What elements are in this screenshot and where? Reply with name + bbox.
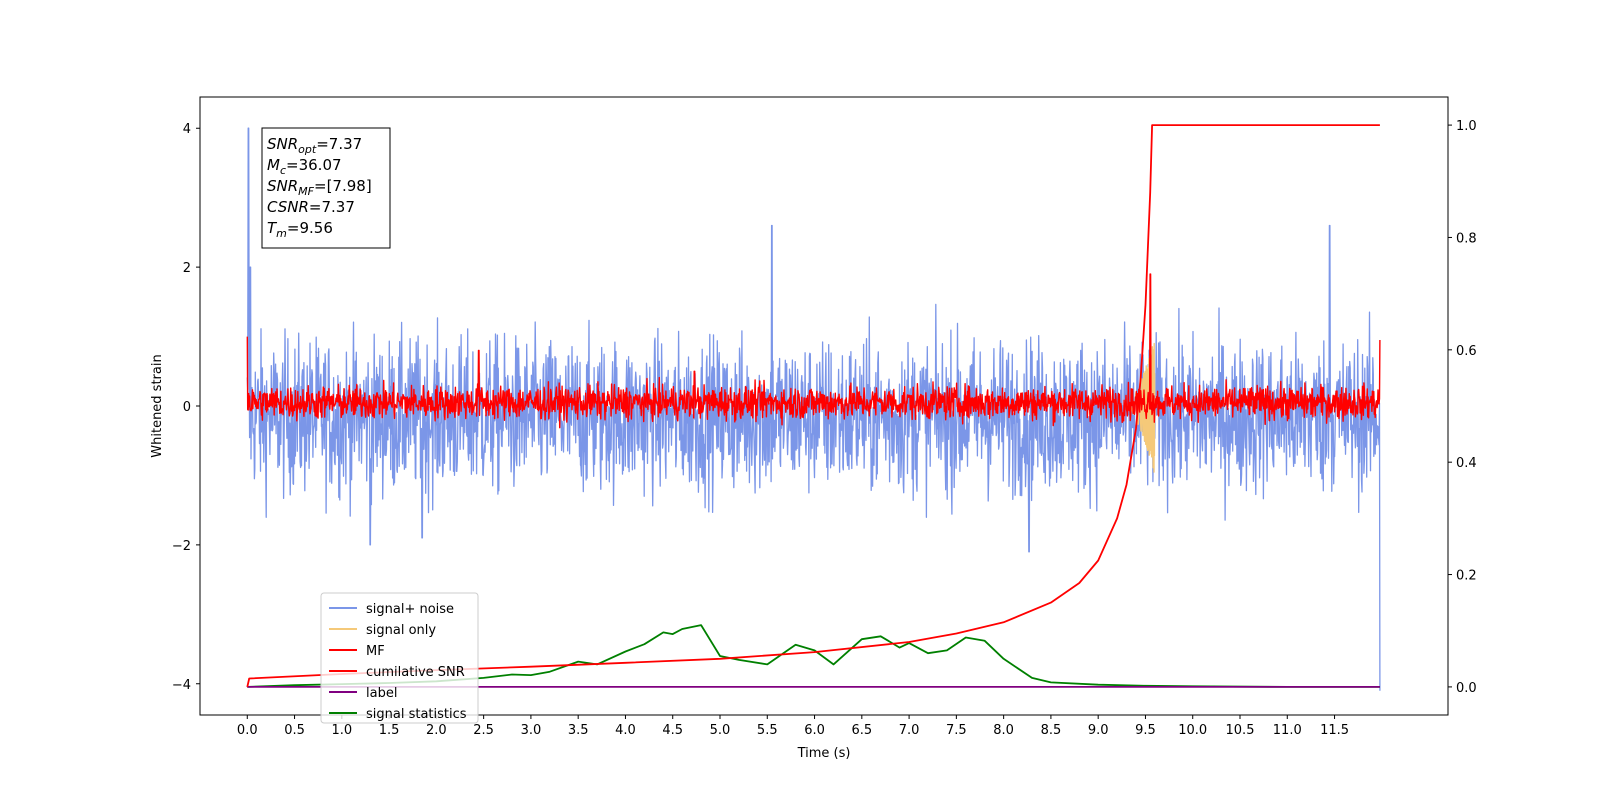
x-tick-label: 9.5	[1135, 723, 1156, 738]
y2-tick-label: 0.0	[1456, 681, 1477, 696]
stats-annotation-line: SNRMF=[7.98]	[267, 177, 372, 198]
annotation-symbol: CSNR	[267, 198, 309, 216]
legend-label: cumilative SNR	[366, 665, 465, 680]
x-tick-label: 5.5	[757, 723, 778, 738]
x-tick-label: 5.0	[710, 723, 731, 738]
x-tick-label: 0.5	[284, 723, 305, 738]
y2-tick-label: 0.8	[1456, 231, 1477, 246]
stats-annotation-box: SNRopt=7.37Mc=36.07SNRMF=[7.98]CSNR=7.37…	[261, 127, 391, 249]
x-tick-label: 3.5	[568, 723, 589, 738]
annotation-value: =[7.98]	[314, 177, 372, 195]
x-tick-label: 0.0	[237, 723, 258, 738]
y2-tick-label: 0.2	[1456, 569, 1477, 584]
annotation-symbol: SNR	[267, 135, 298, 153]
annotation-symbol: T	[267, 219, 278, 237]
y2-tick-label: 0.6	[1456, 344, 1477, 359]
annotation-subscript: c	[280, 164, 286, 177]
x-tick-label: 2.5	[473, 723, 494, 738]
x-axis-label: Time (s)	[797, 746, 851, 761]
axes-layer: 0.0 0.5 1.0 1.5 2.0 2.5 3.0 3.5 4.0 4.5 5.0 5.5 6.0 6…	[172, 119, 1477, 738]
legend-label: MF	[366, 644, 385, 659]
annotation-value: =7.37	[309, 198, 355, 216]
legend: signal+ noise signal only MF cumilative SNR…	[320, 592, 479, 724]
x-tick-label: 7.5	[946, 723, 967, 738]
annotation-value: =36.07	[286, 156, 342, 174]
legend-items: signal+ noise signal only MF cumilative SNR…	[329, 602, 467, 722]
stats-annotation-lines: SNRopt=7.37Mc=36.07SNRMF=[7.98]CSNR=7.37…	[267, 135, 372, 240]
x-tick-label: 8.5	[1041, 723, 1062, 738]
y2-tick-label: 0.4	[1456, 456, 1477, 471]
x-tick-label: 7.0	[899, 723, 920, 738]
legend-label: signal only	[366, 623, 436, 638]
legend-label: label	[366, 686, 397, 701]
legend-label: signal+ noise	[366, 602, 454, 617]
x-tick-label: 9.0	[1088, 723, 1109, 738]
y-tick-label: 4	[183, 122, 191, 137]
annotation-value: =7.37	[316, 135, 362, 153]
legend-frame	[320, 592, 479, 724]
series-layer	[246, 124, 1381, 691]
legend-label: signal statistics	[366, 707, 467, 722]
x-tick-label: 3.0	[521, 723, 542, 738]
annotation-subscript: m	[276, 227, 287, 240]
annotation-subscript: MF	[298, 185, 314, 198]
x-tick-label: 4.0	[615, 723, 636, 738]
series-line-cumilative-snr	[246, 124, 1380, 688]
x-tick-label: 6.0	[804, 723, 825, 738]
x-tick-label: 10.0	[1178, 723, 1207, 738]
y-tick-label: 0	[183, 400, 191, 415]
x-tick-label: 4.5	[662, 723, 683, 738]
x-tick-label: 11.5	[1320, 723, 1349, 738]
x-tick-label: 11.0	[1273, 723, 1302, 738]
annotation-symbol: M	[267, 156, 280, 174]
y2-tick-label: 1.0	[1456, 119, 1477, 134]
x-tick-label: 2.0	[426, 723, 447, 738]
y-axis-label: Whitened strain	[150, 354, 165, 457]
annotation-value: =9.56	[287, 219, 333, 237]
annotation-symbol: SNR	[267, 177, 298, 195]
x-tick-label: 6.5	[851, 723, 872, 738]
series-line-signal-statistics	[247, 624, 1380, 688]
stats-annotation-frame	[261, 127, 391, 249]
x-tick-label: 10.5	[1226, 723, 1255, 738]
x-tick-label: 1.0	[331, 723, 352, 738]
series-line-signal-noise	[246, 127, 1381, 691]
stats-annotation-line: SNRopt=7.37	[267, 135, 362, 156]
y-tick-label: −4	[172, 678, 191, 693]
x-tick-label: 1.5	[379, 723, 400, 738]
annotation-subscript: opt	[298, 143, 317, 156]
y-tick-label: 2	[183, 261, 191, 276]
stats-annotation-line: CSNR=7.37	[267, 198, 355, 216]
stats-annotation-line: Tm=9.56	[267, 219, 333, 240]
series-line-mf	[246, 273, 1381, 429]
y-tick-label: −2	[172, 539, 191, 554]
stats-annotation-line: Mc=36.07	[267, 156, 342, 177]
x-tick-label: 8.0	[993, 723, 1014, 738]
